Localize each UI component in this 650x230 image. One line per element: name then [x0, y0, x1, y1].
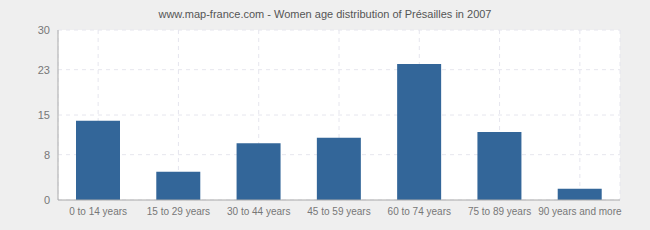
svg-text:15: 15 — [38, 109, 50, 121]
svg-text:60 to 74 years: 60 to 74 years — [388, 206, 451, 217]
html-text:www.map-france.com - Women age: www.map-france.com - Women age distribut… — [158, 8, 492, 20]
svg-text:75 to 89 years: 75 to 89 years — [468, 206, 531, 217]
svg-text:23: 23 — [38, 64, 50, 76]
svg-text:15 to 29 years: 15 to 29 years — [147, 206, 210, 217]
svg-text:8: 8 — [44, 149, 50, 161]
svg-text:30 to 44 years: 30 to 44 years — [227, 206, 290, 217]
svg-text:90 years and more: 90 years and more — [538, 206, 622, 217]
svg-text:45 to 59 years: 45 to 59 years — [307, 206, 370, 217]
svg-text:0 to 14 years: 0 to 14 years — [69, 206, 127, 217]
svg-text:0: 0 — [44, 194, 50, 206]
svg-text:30: 30 — [38, 24, 50, 36]
